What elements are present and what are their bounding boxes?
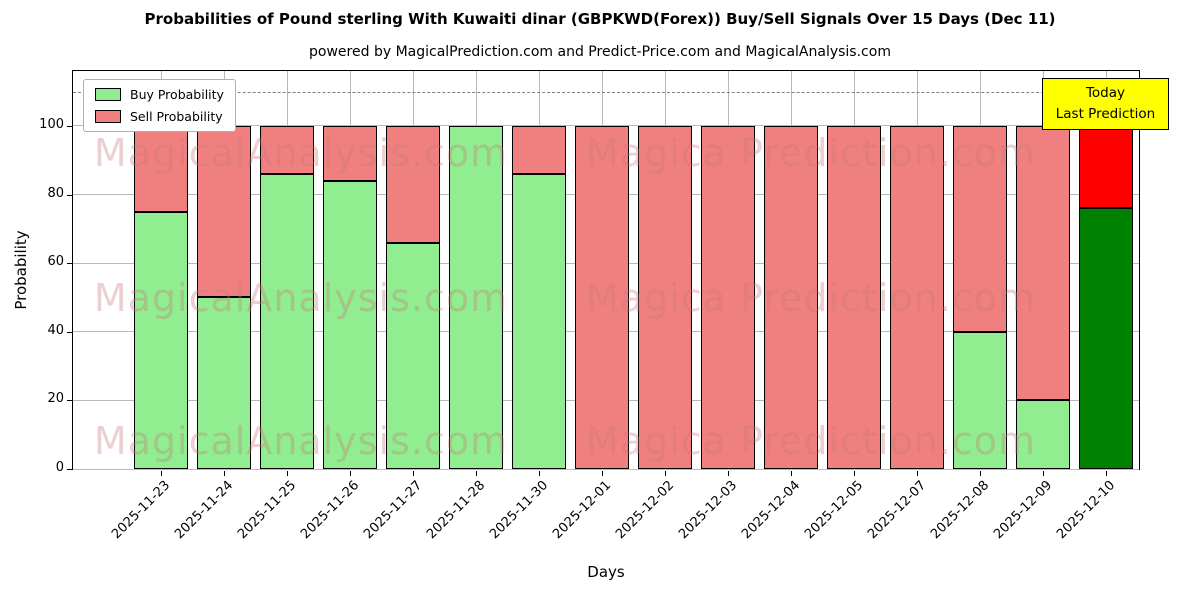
buy-bar-segment — [197, 297, 251, 469]
buy-bar-segment — [134, 211, 188, 469]
sell-bar-segment — [1016, 125, 1070, 401]
y-tick-label: 20 — [47, 391, 64, 407]
x-tick-mark — [161, 471, 162, 476]
y-axis-label: Probability — [12, 230, 30, 310]
dashed-threshold-line — [73, 91, 1139, 93]
x-tick-label: 2025-12-04 — [739, 478, 804, 543]
y-tick-mark — [67, 263, 72, 265]
buy-bar-segment — [512, 173, 566, 469]
buy-probability-swatch — [95, 88, 121, 101]
x-tick-mark — [224, 471, 225, 476]
x-tick-mark — [665, 471, 666, 476]
sell-bar-segment — [890, 125, 944, 469]
plot-area: Buy Probability Sell Probability Magical… — [72, 70, 1140, 470]
x-tick-label: 2025-11-26 — [298, 478, 363, 543]
x-tick-mark — [1106, 471, 1107, 476]
buy-bar-segment — [260, 173, 314, 469]
sell-bar-segment — [764, 125, 818, 469]
sell-bar-segment — [386, 125, 440, 243]
sell-bar-segment — [953, 125, 1007, 332]
x-tick-label: 2025-11-24 — [172, 478, 237, 543]
x-tick-mark — [602, 471, 603, 476]
sell-bar-segment — [638, 125, 692, 469]
x-tick-mark — [854, 471, 855, 476]
x-tick-mark — [350, 471, 351, 476]
sell-bar-segment — [323, 125, 377, 181]
today-buy-bar-segment — [1079, 208, 1133, 469]
y-tick-label: 100 — [39, 116, 64, 132]
x-tick-label: 2025-11-30 — [487, 478, 552, 543]
buy-bar-segment — [323, 180, 377, 469]
x-tick-label: 2025-12-02 — [613, 478, 678, 543]
y-tick-mark — [67, 469, 72, 470]
x-tick-mark — [476, 471, 477, 476]
y-tick-mark — [67, 194, 72, 196]
x-axis-label: Days — [587, 563, 625, 581]
sell-bar-segment — [701, 125, 755, 469]
x-tick-mark — [791, 471, 792, 476]
sell-bar-segment — [260, 125, 314, 174]
buy-bar-segment — [386, 242, 440, 469]
x-tick-label: 2025-11-25 — [235, 478, 300, 543]
x-tick-mark — [413, 471, 414, 476]
sell-bar-segment — [827, 125, 881, 469]
x-tick-label: 2025-12-03 — [676, 478, 741, 543]
y-tick-mark — [67, 125, 72, 127]
x-tick-label: 2025-11-27 — [361, 478, 426, 543]
x-tick-mark — [917, 471, 918, 476]
x-tick-label: 2025-12-09 — [991, 478, 1056, 543]
x-tick-label: 2025-11-23 — [109, 478, 174, 543]
h-gridline — [73, 468, 1139, 470]
y-tick-mark — [67, 331, 72, 333]
x-tick-mark — [539, 471, 540, 476]
x-tick-label: 2025-12-01 — [550, 478, 615, 543]
legend-item-buy: Buy Probability — [95, 87, 224, 102]
y-tick-label: 80 — [47, 185, 64, 201]
legend-item-sell: Sell Probability — [95, 109, 224, 124]
sell-bar-segment — [197, 125, 251, 298]
x-tick-mark — [980, 471, 981, 476]
today-sell-bar-segment — [1079, 125, 1133, 209]
buy-bar-segment — [953, 331, 1007, 469]
chart-title: Probabilities of Pound sterling With Kuw… — [144, 10, 1056, 28]
legend-sell-label: Sell Probability — [130, 109, 223, 124]
sell-probability-swatch — [95, 110, 121, 123]
today-annotation-box: Today Last Prediction — [1042, 78, 1169, 130]
y-tick-label: 40 — [47, 322, 64, 338]
sell-bar-segment — [512, 125, 566, 174]
x-tick-mark — [728, 471, 729, 476]
x-tick-label: 2025-12-10 — [1054, 478, 1119, 543]
today-annotation-line2: Last Prediction — [1055, 105, 1156, 122]
y-tick-mark — [67, 400, 72, 402]
x-tick-label: 2025-12-07 — [865, 478, 930, 543]
x-tick-label: 2025-12-08 — [928, 478, 993, 543]
legend: Buy Probability Sell Probability — [83, 79, 236, 132]
x-tick-label: 2025-12-05 — [802, 478, 867, 543]
y-tick-label: 0 — [55, 460, 64, 475]
sell-bar-segment — [134, 125, 188, 212]
buy-bar-segment — [449, 125, 503, 469]
y-tick-label: 60 — [47, 254, 64, 270]
x-tick-mark — [287, 471, 288, 476]
legend-buy-label: Buy Probability — [130, 87, 224, 102]
sell-bar-segment — [575, 125, 629, 469]
today-annotation-line1: Today — [1085, 85, 1126, 101]
x-tick-mark — [1043, 471, 1044, 476]
x-tick-label: 2025-11-28 — [424, 478, 489, 543]
chart-subtitle: powered by MagicalPrediction.com and Pre… — [309, 44, 891, 60]
buy-bar-segment — [1016, 400, 1070, 469]
